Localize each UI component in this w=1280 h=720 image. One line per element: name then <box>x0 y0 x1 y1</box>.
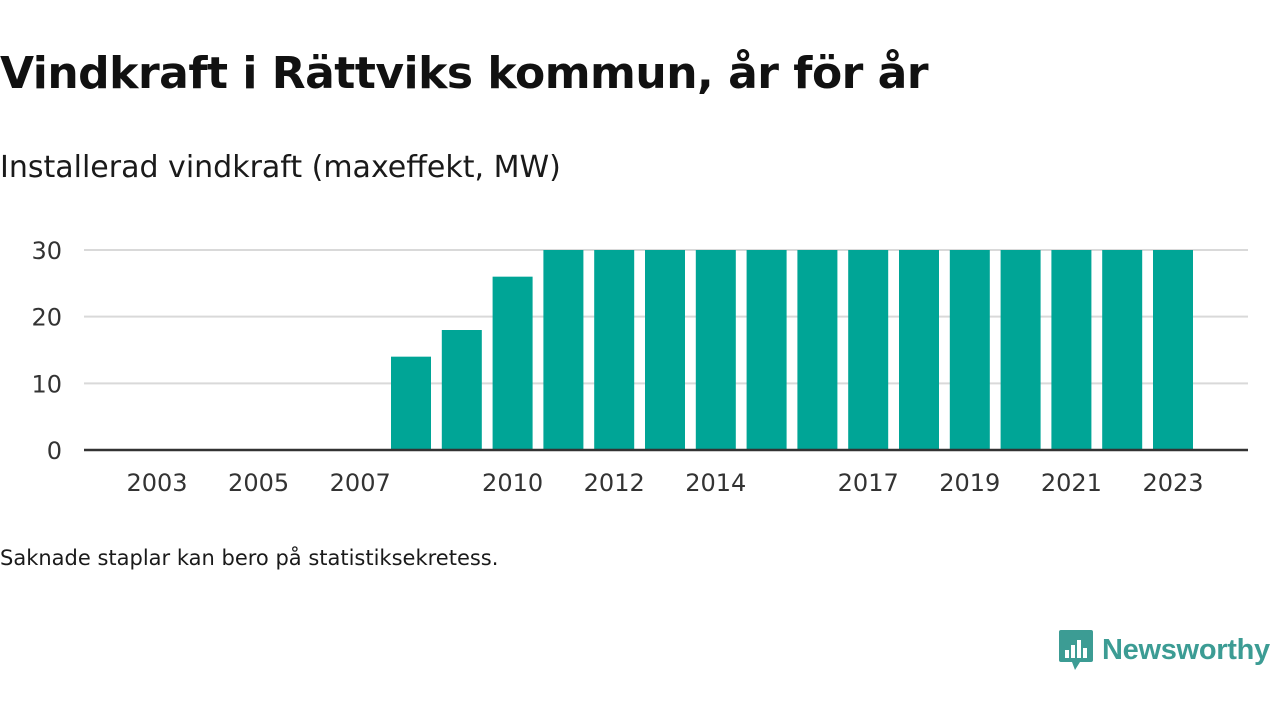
bar-2022 <box>1102 250 1143 450</box>
y-tick-label: 10 <box>31 370 62 398</box>
bar-2008 <box>391 356 431 450</box>
x-tick-label: 2019 <box>939 469 1000 497</box>
bar-2018 <box>899 250 939 450</box>
x-tick-label: 2005 <box>228 469 289 497</box>
footnote: Saknade staplar kan bero på statistiksek… <box>0 546 499 570</box>
y-tick-label: 20 <box>31 304 62 332</box>
y-tick-label: 0 <box>47 437 62 465</box>
chart-subtitle: Installerad vindkraft (maxeffekt, MW) <box>0 150 561 185</box>
bars <box>391 250 1193 450</box>
bar-2013 <box>645 250 685 450</box>
x-tick-label: 2003 <box>126 469 187 497</box>
bar-2021 <box>1051 250 1092 450</box>
bar-2011 <box>543 250 584 450</box>
x-tick-label: 2010 <box>482 469 543 497</box>
x-tick-label: 2017 <box>838 469 899 497</box>
y-axis-tick-labels: 0 10 20 30 <box>31 237 62 465</box>
y-tick-label: 30 <box>31 237 62 265</box>
bar-2017 <box>848 250 889 450</box>
newsworthy-logo: Newsworthy <box>1058 628 1270 672</box>
chart-title: Vindkraft i Rättviks kommun, år för år <box>0 48 929 99</box>
bar-2015 <box>746 250 787 450</box>
x-tick-label: 2014 <box>685 469 746 497</box>
x-tick-label: 2012 <box>584 469 645 497</box>
bar-2012 <box>594 250 635 450</box>
bar-chart: 0 10 20 30 2003 2005 2007 2010 2012 2014 2017 2019… <box>31 237 1248 497</box>
bar-2016 <box>797 250 838 450</box>
bar-2009 <box>441 330 482 450</box>
bar-2014 <box>695 250 736 450</box>
x-tick-label: 2021 <box>1041 469 1102 497</box>
bar-2023 <box>1153 250 1193 450</box>
bar-2010 <box>492 276 533 450</box>
bar-2020 <box>1000 250 1041 450</box>
bar-2019 <box>949 250 990 450</box>
newsworthy-chart-bubble-icon <box>1059 630 1093 670</box>
brand-name: Newsworthy <box>1102 633 1270 666</box>
x-axis-tick-labels: 2003 2005 2007 2010 2012 2014 2017 2019 2021 2023 <box>126 469 1203 497</box>
x-tick-label: 2007 <box>330 469 391 497</box>
x-tick-label: 2023 <box>1142 469 1203 497</box>
